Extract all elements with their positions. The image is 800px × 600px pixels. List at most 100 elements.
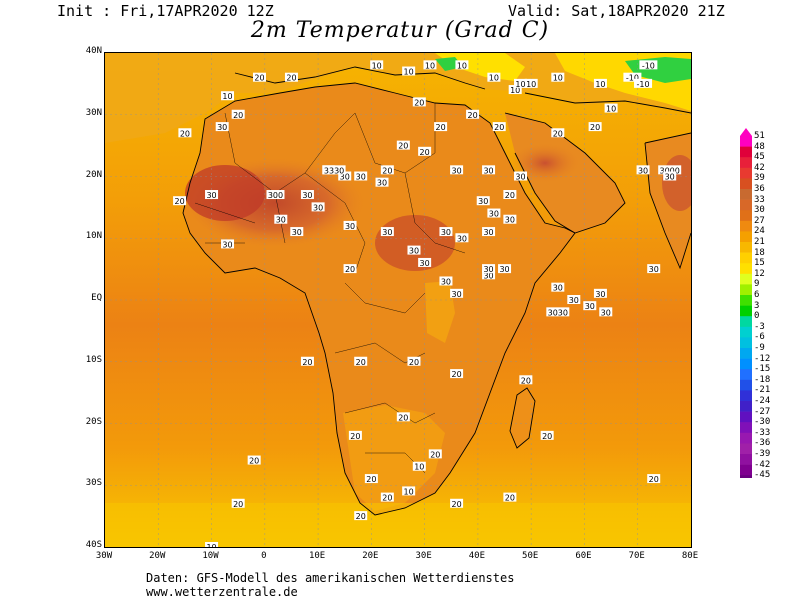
contour-label-text: 20	[521, 376, 531, 385]
colorbar-top-arrow	[740, 128, 752, 136]
contour-label: 30	[551, 282, 565, 293]
colorbar-segment	[740, 305, 752, 317]
contour-label-bg	[322, 165, 346, 175]
colorbar-tick-label: 24	[754, 226, 765, 237]
contour-label: 30	[636, 165, 650, 175]
contour-label-text: 20	[467, 111, 477, 120]
contour-label: 30	[300, 190, 314, 200]
colorbar-segment	[740, 422, 752, 434]
lat-tick-label: 10N	[85, 231, 102, 242]
contour-label-bg	[412, 97, 426, 107]
colorbar-segment	[740, 411, 752, 423]
contour-label-bg	[514, 78, 528, 88]
contour-label-bg	[300, 190, 314, 200]
contour-label: 20	[492, 122, 506, 132]
contour-label-bg	[639, 60, 658, 70]
contour-label: 3330	[322, 165, 346, 175]
contour-label-bg	[519, 375, 533, 385]
contour-label: 20	[588, 122, 602, 132]
colorbar-segment	[740, 464, 752, 476]
contour-label-bg	[482, 227, 496, 237]
hot-zone-sudan	[375, 215, 455, 271]
contour-label-text: 30	[585, 302, 595, 311]
southern-africa-cool	[343, 405, 445, 511]
southern-ocean-field	[105, 503, 691, 547]
contour-label: 20	[354, 511, 368, 521]
contour-label-text: 20	[350, 432, 360, 441]
colorbar-segment	[740, 348, 752, 359]
contour-label-text: 20	[180, 129, 190, 138]
cold-patch-east	[435, 53, 525, 81]
contour-label-bg	[178, 128, 192, 138]
colorbar-tick-label: -21	[754, 385, 771, 396]
contour-label-text: 30	[377, 179, 387, 188]
colorbar-segment	[740, 220, 752, 232]
contour-label: 20	[418, 146, 432, 157]
colorbar-tick-label: -15	[754, 364, 771, 375]
contour-label-bg	[300, 356, 314, 366]
contour-label-bg	[455, 233, 469, 243]
contour-label-text: 10	[553, 74, 563, 83]
contour-label-text: 20	[286, 74, 296, 83]
contour-label-text: 20	[249, 457, 259, 466]
contour-label-bg	[482, 165, 496, 175]
colorbar-tick-label: -36	[754, 438, 771, 449]
contour-label-bg	[205, 190, 219, 200]
contour-label: 20	[348, 430, 362, 441]
contour-label: 30	[482, 264, 496, 274]
contour-label: 10	[524, 78, 538, 89]
contour-label-text: 20	[494, 123, 504, 132]
contour-label: 10	[551, 72, 565, 83]
contour-label-text: 10	[404, 68, 414, 77]
contour-label-bg	[588, 122, 602, 132]
contour-label-text: 20	[356, 512, 366, 521]
contour-label-text: 20	[345, 265, 355, 274]
contour-label: 20	[396, 140, 410, 151]
contour-label-text: 20	[542, 432, 552, 441]
colorbar-segment	[740, 252, 752, 264]
contour-label: 30	[439, 276, 453, 286]
lat-tick-label: EQ	[91, 293, 102, 303]
colorbar-tick-label: 0	[754, 311, 760, 322]
contour-label: 30	[450, 165, 464, 175]
temperature-map: 10 10 10 10 10 10 10 10 -10 -10 -10 10 10 10 10 20 20 20 2…	[104, 52, 692, 548]
contour-label-bg	[370, 60, 384, 70]
colorbar-tick-label: 36	[754, 184, 765, 194]
contour-label: 30	[221, 239, 235, 249]
contour-label: 30	[487, 208, 501, 219]
contour-label-bg	[247, 455, 261, 465]
lon-tick-label: 40E	[468, 551, 486, 561]
contour-label-text: 20	[420, 148, 430, 157]
contour-label: 20	[450, 498, 464, 509]
contour-label-bg	[503, 492, 517, 502]
colorbar-segment	[740, 167, 752, 179]
lon-tick-label: 0	[261, 551, 267, 561]
colorbar-tick-label: 3	[754, 300, 760, 311]
colorbar-segment	[740, 390, 752, 402]
colorbar-tick-label: 51	[754, 131, 765, 141]
north-land-field	[105, 53, 691, 143]
colorbar-tick-label: 15	[754, 258, 765, 269]
contour-label-text: 3030	[548, 308, 568, 317]
contour-label-text: 30	[483, 166, 493, 175]
contour-label-text: -10	[637, 80, 650, 89]
colorbar-tick-label: 6	[754, 290, 760, 300]
contour-label: 10	[455, 60, 469, 70]
contour-label-text: 30	[276, 216, 286, 225]
contour-label: 30	[482, 227, 496, 237]
colorbar	[740, 128, 752, 478]
colorbar-segment	[740, 210, 752, 222]
contour-label: 30	[647, 264, 661, 274]
contour-label-bg	[412, 461, 426, 471]
contour-label-bg	[567, 295, 581, 304]
contour-label: 30	[455, 233, 469, 243]
contour-label-bg	[599, 307, 613, 317]
colorbar-tick-label: -12	[754, 353, 771, 364]
contour-label-text: 20	[174, 197, 184, 206]
contour-label-text: 30	[457, 234, 467, 243]
colorbar-segment	[740, 284, 752, 296]
colorbar-segment	[740, 199, 752, 211]
contour-label-text: 10	[510, 86, 520, 95]
contour-label-text: 30	[302, 191, 312, 200]
contour-label: 20	[300, 356, 314, 367]
